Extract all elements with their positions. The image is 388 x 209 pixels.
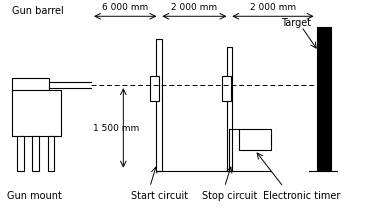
Bar [150, 76, 159, 101]
Text: 2 000 mm: 2 000 mm [171, 3, 218, 11]
Text: Stop circuit: Stop circuit [202, 191, 257, 201]
Text: Gun barrel: Gun barrel [12, 6, 63, 16]
Text: Gun mount: Gun mount [7, 191, 62, 201]
Text: Start circuit: Start circuit [131, 191, 188, 201]
Bar [12, 90, 61, 136]
Text: 1 500 mm: 1 500 mm [93, 124, 139, 133]
Bar [317, 27, 331, 171]
Bar [239, 129, 271, 150]
Bar [48, 136, 54, 171]
Bar [222, 76, 231, 101]
Text: Target: Target [281, 18, 311, 28]
Bar [227, 47, 232, 171]
Text: 2 000 mm: 2 000 mm [250, 3, 296, 11]
Text: 6 000 mm: 6 000 mm [102, 3, 148, 11]
Bar [12, 78, 49, 92]
Bar [33, 136, 39, 171]
Bar [17, 136, 24, 171]
Text: Electronic timer: Electronic timer [263, 191, 340, 201]
Bar [156, 39, 162, 171]
